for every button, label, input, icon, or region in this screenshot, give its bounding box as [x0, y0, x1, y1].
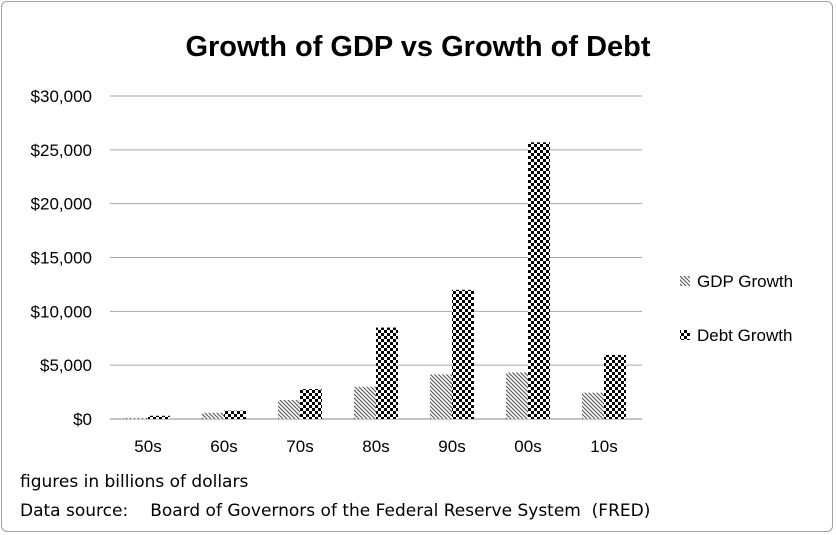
- bar-gdp-growth-00s: [506, 372, 528, 419]
- source-label: Data source:: [20, 501, 129, 521]
- bar-debt-growth-00s: [528, 142, 550, 419]
- bar-debt-growth-80s: [376, 327, 398, 419]
- bar-debt-growth-50s: [148, 415, 170, 419]
- legend-swatch: [680, 276, 690, 286]
- y-tick-label: $10,000: [31, 302, 92, 321]
- bar-debt-growth-10s: [604, 354, 626, 419]
- x-tick-label: 60s: [210, 437, 237, 456]
- y-tick-label: $5,000: [40, 356, 92, 375]
- source-note: Data source: Board of Governors of the Fe…: [20, 501, 650, 521]
- legend-label: GDP Growth: [697, 272, 793, 291]
- x-tick-label: 00s: [514, 437, 541, 456]
- y-tick-label: $20,000: [31, 195, 92, 214]
- bar-debt-growth-60s: [224, 410, 246, 419]
- bar-gdp-growth-90s: [430, 374, 452, 419]
- y-tick-label: $25,000: [31, 141, 92, 160]
- bar-gdp-growth-70s: [278, 400, 300, 419]
- bar-gdp-growth-80s: [354, 386, 376, 419]
- x-tick-label: 80s: [362, 437, 389, 456]
- legend-swatch: [680, 330, 690, 340]
- x-tick-label: 70s: [286, 437, 313, 456]
- units-note: figures in billions of dollars: [20, 472, 249, 492]
- x-tick-label: 50s: [134, 437, 161, 456]
- y-tick-label: $30,000: [31, 87, 92, 106]
- source-text: Board of Governors of the Federal Reserv…: [150, 501, 651, 521]
- y-tick-label: $15,000: [31, 249, 92, 268]
- bar-debt-growth-70s: [300, 389, 322, 419]
- bar-debt-growth-90s: [452, 289, 474, 419]
- chart-title: Growth of GDP vs Growth of Debt: [185, 31, 650, 63]
- bar-gdp-growth-60s: [202, 412, 224, 419]
- bar-gdp-growth-50s: [126, 417, 148, 419]
- bar-gdp-growth-10s: [582, 392, 604, 419]
- x-tick-label: 10s: [590, 437, 617, 456]
- y-tick-label: $0: [73, 410, 92, 429]
- legend-label: Debt Growth: [697, 326, 792, 345]
- x-tick-label: 90s: [438, 437, 465, 456]
